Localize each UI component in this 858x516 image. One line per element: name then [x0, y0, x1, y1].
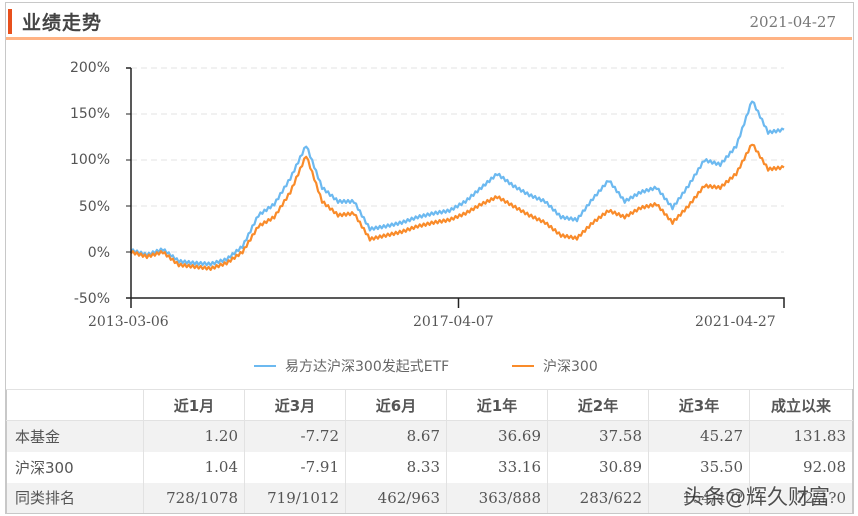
- table-cell: ?2/1?0: [749, 482, 853, 514]
- x-tick-label: 2017-04-07: [413, 314, 494, 330]
- row-label: 本基金: [6, 420, 144, 452]
- table-cell: -7.72: [244, 420, 346, 452]
- table-cell: 45.27: [648, 420, 750, 452]
- legend-item-fund[interactable]: 易方达沪深300发起式ETF: [254, 356, 449, 376]
- table-cell: 8.33: [345, 451, 447, 483]
- table-row: 沪深300 1.04 -7.91 8.33 33.16 30.89 35.50 …: [6, 451, 853, 483]
- watermark: 头条@辉久财富: [683, 485, 830, 509]
- performance-table: 近1月 近3月 近6月 近1年 近2年 近3年 成立以来 本基金 1.20 -7…: [6, 389, 853, 514]
- y-tick-label: 0%: [87, 245, 110, 261]
- table-cell: 1.04: [143, 451, 245, 483]
- column-header: 近2年: [547, 389, 649, 421]
- row-label: 同类排名: [6, 482, 144, 514]
- table-row: 同类排名 728/1078 719/1012 462/963 363/888 2…: [6, 482, 853, 514]
- table-header-row: 近1月 近3月 近6月 近1年 近2年 近3年 成立以来: [6, 389, 853, 421]
- column-header: 近3月: [244, 389, 346, 421]
- title-accent-bar: [8, 9, 12, 34]
- legend-swatch-icon: [512, 365, 534, 367]
- panel-header: 业绩走势 2021-04-27: [0, 0, 858, 40]
- table-cell: 363/888: [446, 482, 548, 514]
- table-cell: 719/1012: [244, 482, 346, 514]
- table-cell: 30.89: [547, 451, 649, 483]
- y-tick-label: 100%: [69, 152, 110, 168]
- series-line: [130, 143, 785, 271]
- table-cell: 728/1078: [143, 482, 245, 514]
- as-of-date: 2021-04-27: [749, 13, 836, 31]
- table-cell: 35.50: [648, 451, 750, 483]
- performance-chart: 200% 150% 100% 50% 0% -50% 2013-03-06 20…: [0, 40, 858, 385]
- legend-swatch-icon: [254, 365, 276, 367]
- legend-item-index[interactable]: 沪深300: [512, 356, 598, 376]
- x-tick-label: 2021-04-27: [695, 314, 776, 330]
- table-cell: 164/47?: [648, 482, 750, 514]
- table-cell: 283/622: [547, 482, 649, 514]
- y-tick-label: 150%: [69, 106, 110, 122]
- y-tick-label: 50%: [78, 199, 110, 215]
- panel-frame: [5, 2, 854, 514]
- column-header: 近1年: [446, 389, 548, 421]
- column-header: 近3年: [648, 389, 750, 421]
- column-header: [6, 389, 144, 421]
- series-line: [130, 100, 785, 267]
- column-header: 近1月: [143, 389, 245, 421]
- table-cell: 36.69: [446, 420, 548, 452]
- x-tick-label: 2013-03-06: [88, 314, 169, 330]
- table-cell: 92.08: [749, 451, 853, 483]
- chart-canvas: [126, 67, 785, 308]
- legend-label: 易方达沪深300发起式ETF: [285, 359, 450, 375]
- table-cell: 131.83: [749, 420, 853, 452]
- table-cell: 8.67: [345, 420, 447, 452]
- header-underline: [6, 37, 852, 40]
- table-cell: 462/963: [345, 482, 447, 514]
- table-row: 本基金 1.20 -7.72 8.67 36.69 37.58 45.27 13…: [6, 420, 853, 452]
- table-cell: 1.20: [143, 420, 245, 452]
- legend-label: 沪深300: [543, 359, 598, 375]
- page-title: 业绩走势: [22, 12, 103, 34]
- row-label: 沪深300: [6, 451, 144, 483]
- table-cell: 33.16: [446, 451, 548, 483]
- column-header: 成立以来: [749, 389, 853, 421]
- y-tick-label: 200%: [69, 60, 110, 76]
- y-tick-label: -50%: [73, 291, 110, 307]
- column-header: 近6月: [345, 389, 447, 421]
- table-cell: -7.91: [244, 451, 346, 483]
- table-cell: 37.58: [547, 420, 649, 452]
